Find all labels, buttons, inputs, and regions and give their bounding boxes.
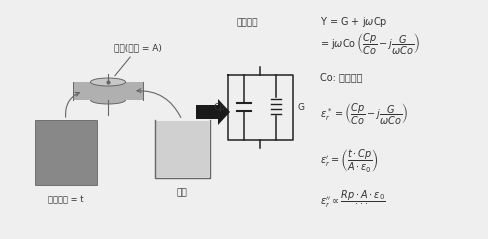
Text: 等效电路: 等效电路	[236, 18, 258, 27]
FancyArrowPatch shape	[137, 89, 181, 118]
Text: $\varepsilon_r' = \left(\dfrac{t \cdot Cp}{A \cdot \varepsilon_0}\right)$: $\varepsilon_r' = \left(\dfrac{t \cdot C…	[320, 148, 379, 175]
Text: 电极(区域 = A): 电极(区域 = A)	[114, 43, 162, 76]
Text: $\varepsilon_r^* = \left(\dfrac{Cp}{Co} - j\dfrac{G}{\omega Co}\right)$: $\varepsilon_r^* = \left(\dfrac{Cp}{Co} …	[320, 102, 408, 127]
Text: = j$\omega$Co$\,\left(\dfrac{Cp}{Co} - j\dfrac{G}{\omega Co}\right)$: = j$\omega$Co$\,\left(\dfrac{Cp}{Co} - j…	[320, 32, 420, 57]
Text: Y = G + j$\omega$Cp: Y = G + j$\omega$Cp	[320, 15, 387, 29]
Ellipse shape	[90, 78, 125, 86]
FancyArrowPatch shape	[65, 92, 80, 117]
Polygon shape	[196, 99, 230, 125]
Text: Cp: Cp	[213, 103, 225, 112]
Text: Co: 空气电容: Co: 空气电容	[320, 72, 363, 82]
Text: G: G	[297, 103, 304, 112]
Text: 固体厚度 = t: 固体厚度 = t	[48, 195, 84, 204]
Ellipse shape	[90, 96, 125, 104]
Text: 液体: 液体	[177, 188, 187, 197]
Bar	[35, 120, 97, 185]
Bar	[156, 121, 209, 177]
Text: $\varepsilon_r'' \propto \dfrac{Rp \cdot A \cdot \varepsilon_0}{...}$: $\varepsilon_r'' \propto \dfrac{Rp \cdot…	[320, 188, 386, 210]
FancyBboxPatch shape	[73, 82, 143, 100]
